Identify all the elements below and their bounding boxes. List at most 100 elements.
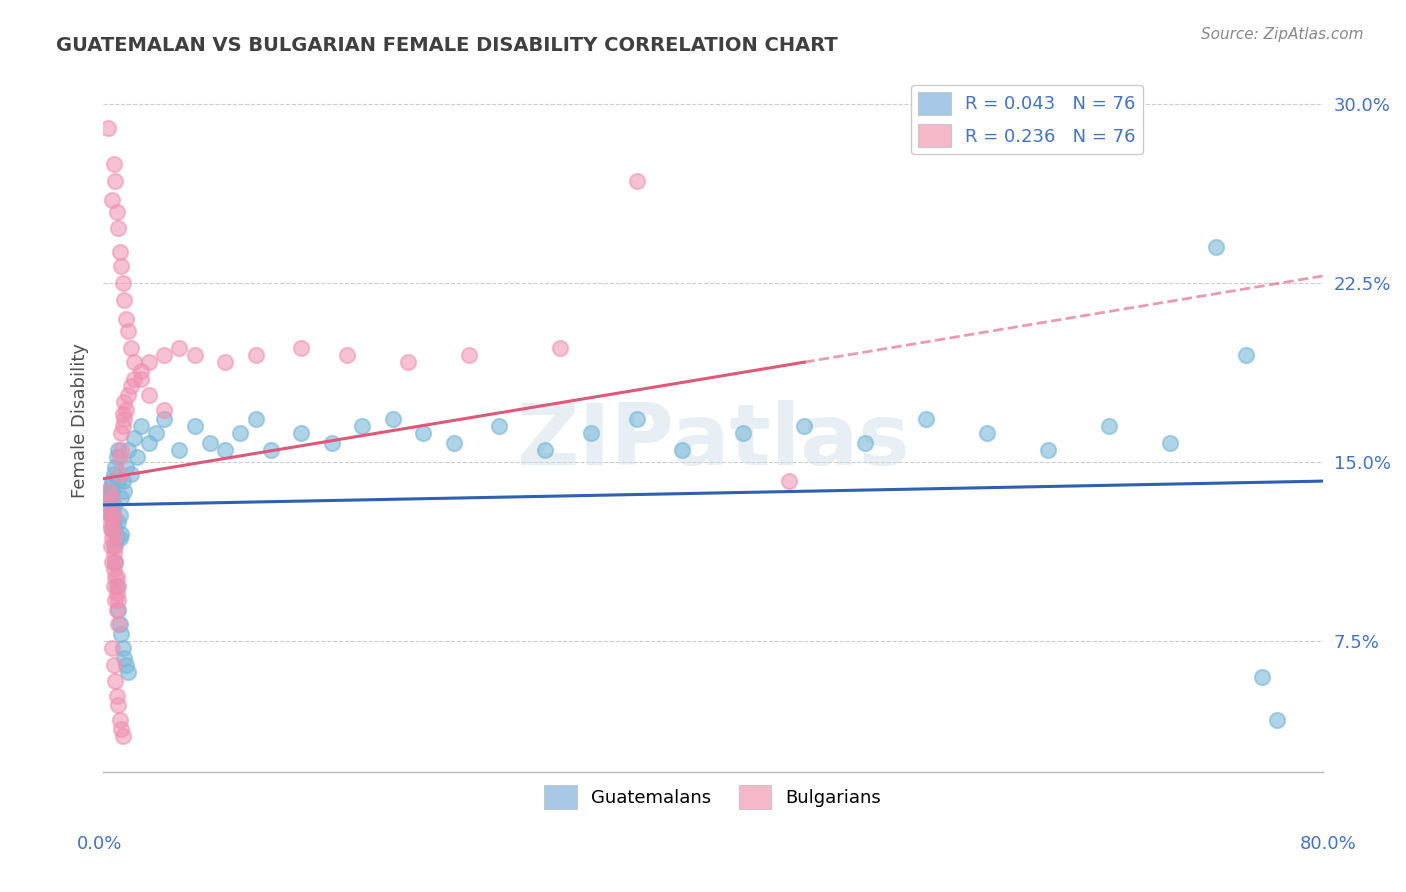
Point (97, 121, 120, 136)
Point (579, 426, 602, 441)
Point (110, 443, 132, 458)
Point (98, 515, 121, 529)
Point (111, 474, 134, 488)
Point (104, 539, 127, 553)
Point (138, 355, 160, 369)
Point (153, 402, 176, 417)
Point (117, 443, 139, 458)
Point (104, 555, 127, 569)
Point (107, 474, 129, 488)
Point (290, 341, 312, 355)
Point (97, 498, 120, 512)
Point (108, 450, 131, 465)
Point (117, 388, 139, 402)
Point (104, 459, 127, 474)
Point (103, 579, 125, 593)
Point (117, 324, 139, 338)
Point (853, 436, 876, 450)
Text: 80.0%: 80.0% (1301, 835, 1357, 853)
Point (107, 603, 129, 617)
Point (381, 412, 404, 426)
Point (290, 426, 312, 441)
Point (115, 459, 138, 474)
Point (443, 436, 465, 450)
Point (103, 539, 125, 553)
Point (129, 371, 152, 385)
Point (97, 491, 120, 505)
Point (125, 450, 148, 465)
Point (104, 555, 127, 569)
Point (103, 657, 125, 672)
Text: Source: ZipAtlas.com: Source: ZipAtlas.com (1201, 27, 1364, 42)
Point (626, 412, 648, 426)
Point (1098, 419, 1121, 434)
Point (169, 341, 191, 355)
Point (101, 502, 124, 516)
Point (103, 515, 125, 529)
Point (110, 260, 132, 274)
Point (138, 436, 160, 450)
Point (778, 474, 800, 488)
Point (103, 526, 125, 541)
Point (396, 355, 419, 369)
Point (122, 355, 145, 369)
Point (114, 395, 136, 409)
Point (107, 515, 129, 529)
Point (98, 498, 121, 512)
Point (110, 626, 132, 640)
Point (1234, 348, 1257, 362)
Point (104, 522, 127, 536)
Text: ZIPatlas: ZIPatlas (516, 400, 910, 483)
Point (114, 412, 136, 426)
Point (101, 532, 124, 546)
Point (107, 221, 129, 235)
Point (103, 157, 125, 171)
Point (105, 689, 128, 703)
Text: GUATEMALAN VS BULGARIAN FEMALE DISABILITY CORRELATION CHART: GUATEMALAN VS BULGARIAN FEMALE DISABILIT… (56, 36, 838, 54)
Point (107, 698, 129, 713)
Point (111, 408, 134, 422)
Point (153, 412, 176, 426)
Point (1205, 240, 1227, 254)
Point (100, 508, 122, 522)
Point (1265, 713, 1288, 727)
Point (104, 569, 127, 583)
Point (198, 436, 221, 450)
Point (260, 443, 283, 458)
Point (245, 348, 267, 362)
Point (110, 491, 132, 505)
Point (101, 641, 124, 656)
Point (122, 431, 145, 445)
Point (534, 443, 557, 458)
Point (115, 312, 138, 326)
Point (103, 498, 125, 512)
Point (671, 443, 693, 458)
Point (107, 617, 129, 632)
Point (98, 483, 121, 498)
Point (111, 276, 134, 290)
Legend: Guatemalans, Bulgarians: Guatemalans, Bulgarians (537, 778, 889, 816)
Point (100, 508, 122, 522)
Point (108, 508, 131, 522)
Point (111, 729, 134, 743)
Point (104, 593, 127, 607)
Point (105, 204, 128, 219)
Point (101, 193, 124, 207)
Point (104, 173, 127, 187)
Point (976, 426, 998, 441)
Point (1036, 443, 1059, 458)
Point (336, 348, 359, 362)
Point (550, 341, 572, 355)
Point (114, 293, 136, 307)
Point (103, 546, 125, 560)
Point (120, 467, 142, 481)
Point (108, 617, 131, 632)
Text: 0.0%: 0.0% (77, 835, 122, 853)
Point (321, 436, 343, 450)
Point (214, 355, 236, 369)
Point (129, 419, 152, 434)
Point (114, 650, 136, 665)
Point (100, 539, 122, 553)
Point (120, 378, 142, 392)
Point (1250, 670, 1272, 684)
